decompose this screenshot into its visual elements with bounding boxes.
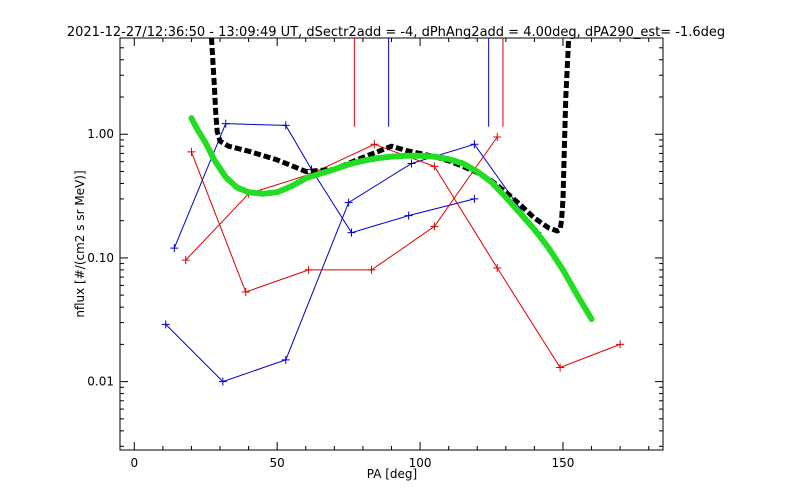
model-curve-green	[188, 115, 595, 323]
series-line	[190, 136, 498, 293]
chart-title: 2021-12-27/12:36:50 - 13:09:49 UT, dSect…	[67, 25, 725, 40]
plus-marker	[221, 119, 230, 128]
plus-marker	[470, 194, 479, 203]
y-axis-label: nflux [#/(cm2 s sr MeV)]	[73, 170, 87, 317]
plus-marker	[344, 198, 353, 207]
x-tick-label: 50	[270, 456, 285, 470]
plus-marker	[404, 211, 413, 220]
series-line	[165, 143, 538, 383]
plus-marker	[218, 377, 227, 386]
plus-marker	[616, 340, 625, 349]
x-axis-label: PA [deg]	[367, 467, 417, 481]
plus-marker	[347, 228, 356, 237]
plus-marker	[370, 140, 379, 149]
plus-marker	[281, 121, 290, 130]
plus-marker	[161, 320, 170, 329]
x-tick-label: 150	[552, 456, 575, 470]
plus-marker	[556, 363, 565, 372]
plus-marker	[493, 133, 502, 142]
y-tick-label: 0.01	[87, 375, 114, 389]
plus-marker	[430, 162, 439, 171]
plus-marker	[367, 265, 376, 274]
plus-marker	[430, 222, 439, 231]
plus-marker	[181, 256, 190, 265]
x-tick-label: 100	[409, 456, 432, 470]
plus-marker	[407, 159, 416, 168]
y-tick-label: 0.10	[87, 251, 114, 265]
y-tick-label: 1.00	[87, 127, 114, 141]
plus-marker	[493, 263, 502, 272]
model-curve-black	[209, 38, 572, 234]
plus-marker	[170, 244, 179, 253]
x-tick-label: 0	[130, 456, 138, 470]
plus-marker	[187, 147, 196, 156]
plus-marker	[281, 355, 290, 364]
plus-marker	[470, 140, 479, 149]
plus-marker	[241, 288, 250, 297]
plus-marker	[304, 265, 313, 274]
